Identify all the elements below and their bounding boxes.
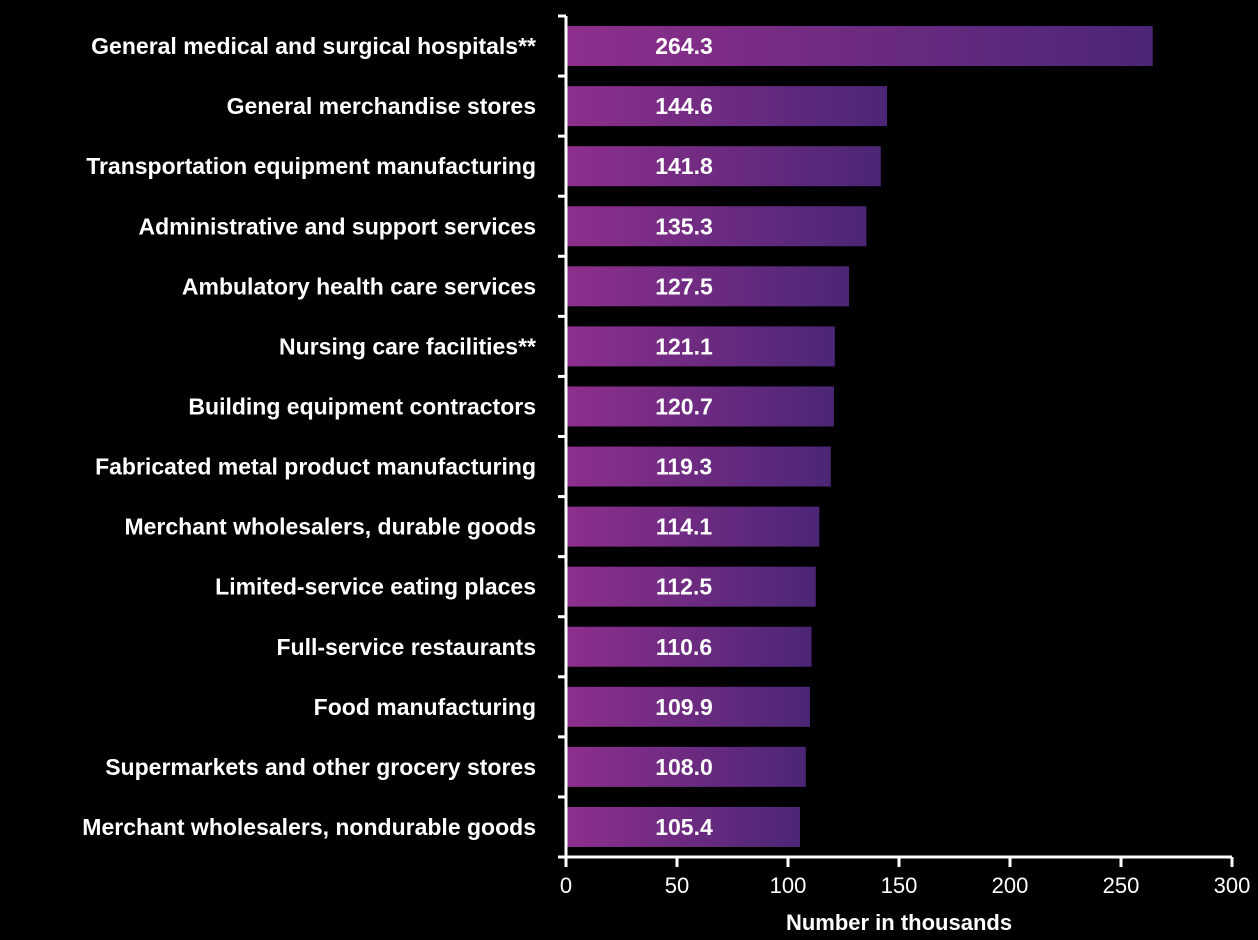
bar [566, 446, 831, 487]
category-label: Transportation equipment manufacturing [86, 153, 536, 179]
value-label: 135.3 [655, 213, 713, 239]
value-label: 109.9 [655, 694, 713, 720]
bar [566, 26, 1153, 67]
bar [566, 506, 820, 547]
category-label: Full-service restaurants [276, 634, 536, 660]
bar [566, 806, 800, 847]
x-tick-label: 300 [1214, 873, 1251, 898]
category-label: Limited-service eating places [215, 574, 536, 600]
value-label: 144.6 [655, 93, 713, 119]
value-label: 264.3 [655, 33, 713, 59]
bar [566, 686, 810, 727]
value-label: 112.5 [656, 574, 712, 600]
axes-group: 0 50 100 150 200 250 300 [558, 14, 1251, 898]
category-label: Merchant wholesalers, durable goods [124, 514, 536, 540]
value-label: 105.4 [655, 814, 713, 840]
category-label: Supermarkets and other grocery stores [105, 754, 536, 780]
bar [566, 326, 835, 367]
bar [566, 146, 881, 187]
value-label: 108.0 [655, 754, 713, 780]
value-labels-group: 264.3 144.6 141.8 135.3 127.5 121.1 120.7 119.3… [655, 33, 713, 840]
bar [566, 386, 834, 427]
x-tick-label: 50 [665, 873, 689, 898]
bars-group [566, 26, 1153, 847]
bar [566, 86, 888, 127]
category-label: Administrative and support services [138, 213, 536, 239]
value-label: 121.1 [655, 333, 713, 359]
category-label: Fabricated metal product manufacturing [95, 454, 536, 480]
value-label: 119.3 [656, 454, 712, 480]
value-label: 141.8 [655, 153, 713, 179]
category-label: General medical and surgical hospitals** [91, 33, 536, 59]
bar [566, 626, 812, 667]
category-label: General merchandise stores [227, 93, 536, 119]
bar [566, 566, 816, 607]
x-tick-label: 100 [770, 873, 807, 898]
x-axis-title: Number in thousands [786, 910, 1012, 935]
x-tick-label: 250 [1103, 873, 1140, 898]
value-label: 114.1 [656, 514, 712, 540]
x-tick-label: 200 [992, 873, 1029, 898]
value-label: 120.7 [655, 393, 713, 419]
category-label: Building equipment contractors [188, 393, 536, 419]
value-label: 110.6 [656, 634, 712, 660]
category-label: Ambulatory health care services [182, 273, 536, 299]
category-label: Nursing care facilities** [279, 333, 536, 359]
category-label: Food manufacturing [314, 694, 536, 720]
category-label: Merchant wholesalers, nondurable goods [82, 814, 536, 840]
bar [566, 746, 806, 787]
x-tick-label: 150 [881, 873, 918, 898]
bar [566, 266, 850, 307]
value-label: 127.5 [655, 273, 713, 299]
x-tick-label: 0 [560, 873, 572, 898]
bar [566, 206, 867, 247]
category-labels-group: General medical and surgical hospitals**… [82, 33, 536, 840]
